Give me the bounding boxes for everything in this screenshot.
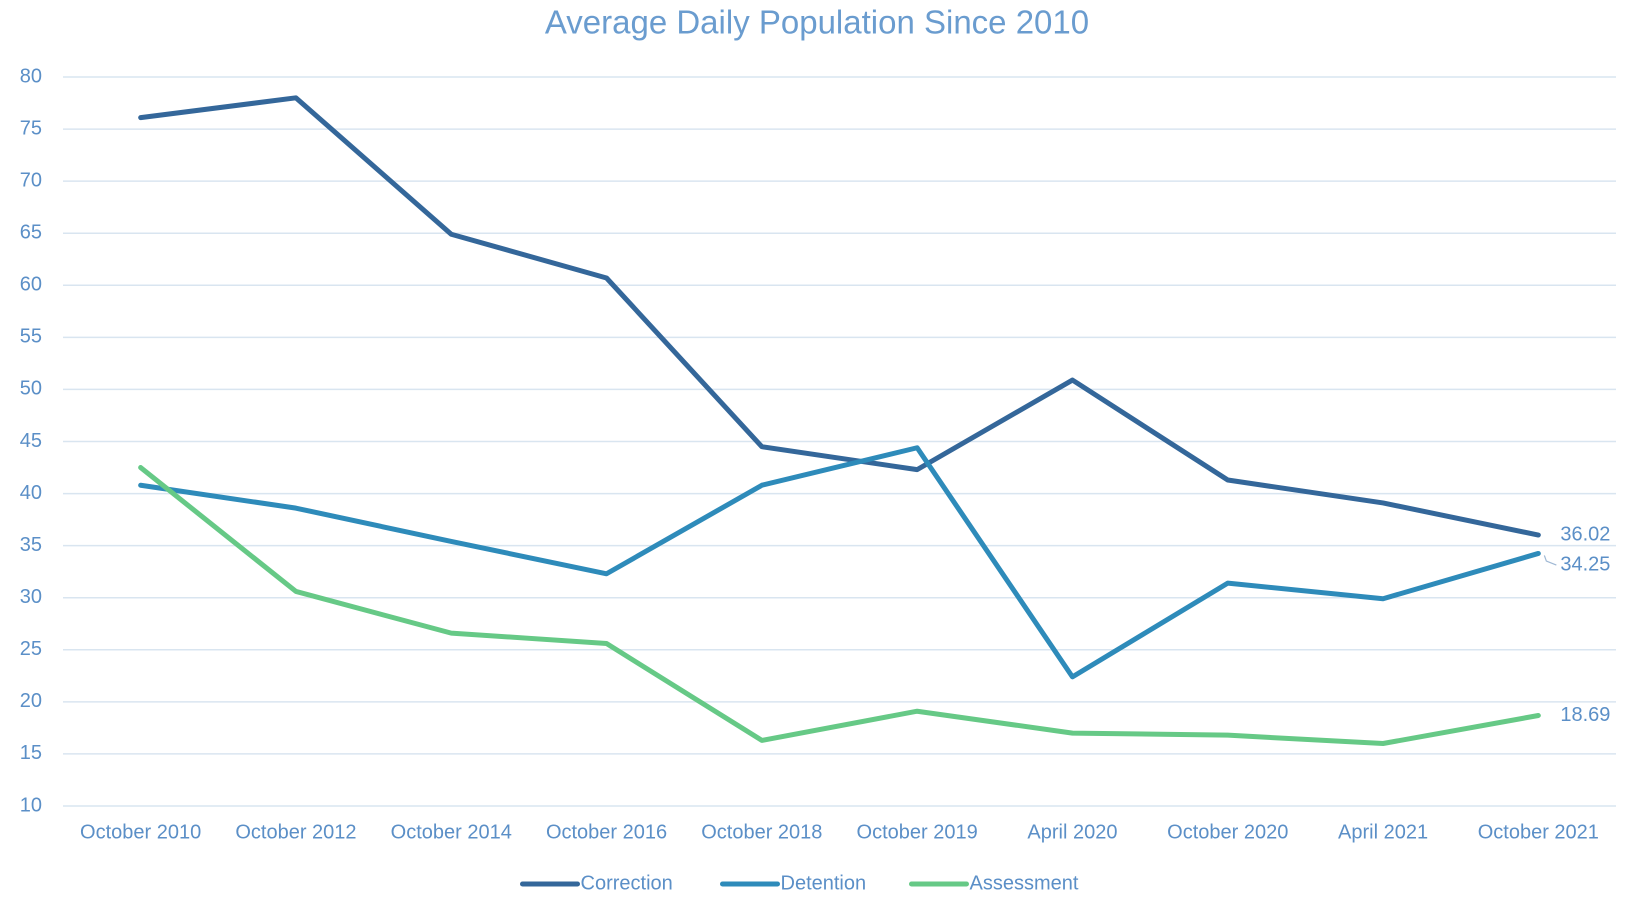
- y-tick-label: 65: [20, 221, 42, 243]
- y-tick-label: 55: [20, 326, 42, 348]
- series-line: [138, 95, 1541, 538]
- legend-label: Detention: [781, 872, 867, 894]
- series-line: [138, 465, 1541, 747]
- x-tick-label: October 2020: [1167, 821, 1288, 843]
- y-tick-label: 10: [20, 794, 42, 816]
- x-tick-label: April 2020: [1027, 821, 1117, 843]
- x-tick-label: October 2014: [391, 821, 512, 843]
- y-tick-label: 60: [20, 274, 42, 296]
- x-tick-label: April 2021: [1338, 821, 1428, 843]
- y-tick-label: 70: [20, 169, 42, 191]
- y-tick-label: 45: [20, 430, 42, 452]
- x-tick-label: October 2010: [80, 821, 201, 843]
- y-tick-label: 75: [20, 117, 42, 139]
- y-tick-label: 15: [20, 742, 42, 764]
- legend-label: Correction: [581, 872, 673, 894]
- legend-label: Assessment: [970, 872, 1079, 894]
- x-tick-label: October 2016: [546, 821, 667, 843]
- y-tick-label: 40: [20, 482, 42, 504]
- data-label: 18.69: [1560, 704, 1610, 726]
- x-tick-label: October 2018: [701, 821, 822, 843]
- y-tick-label: 35: [20, 534, 42, 556]
- y-tick-label: 25: [20, 638, 42, 660]
- leader-line: [1543, 555, 1557, 566]
- y-tick-label: 50: [20, 378, 42, 400]
- data-label: 36.02: [1560, 523, 1610, 545]
- chart-title: Average Daily Population Since 2010: [545, 4, 1089, 41]
- y-tick-label: 80: [20, 65, 42, 87]
- data-label: 34.25: [1560, 553, 1610, 575]
- x-tick-label: October 2021: [1478, 821, 1599, 843]
- y-tick-label: 30: [20, 586, 42, 608]
- series-line: [138, 445, 1541, 680]
- x-tick-label: October 2019: [857, 821, 978, 843]
- x-tick-label: October 2012: [235, 821, 356, 843]
- y-tick-label: 20: [20, 690, 42, 712]
